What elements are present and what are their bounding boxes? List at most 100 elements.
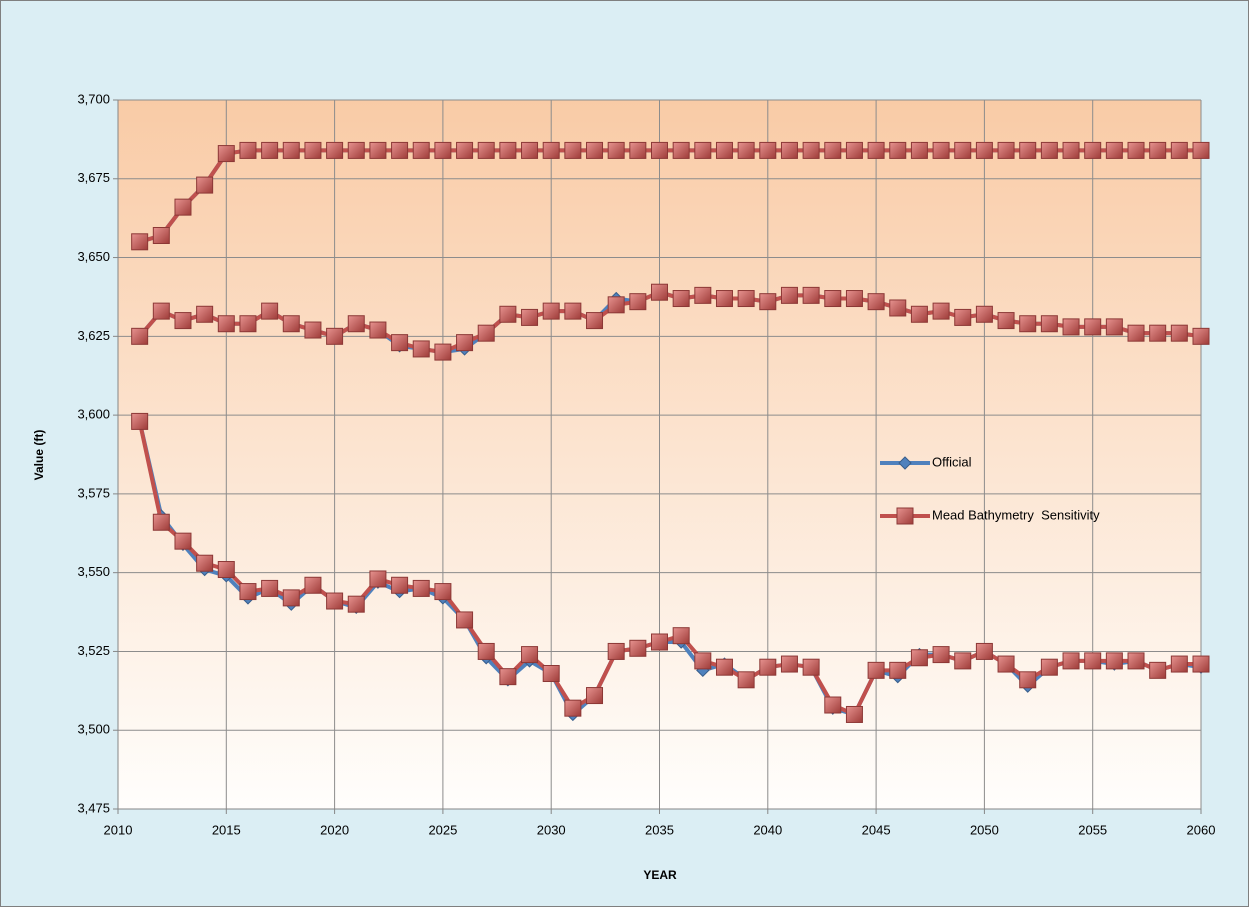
x-tick-label: 2055 xyxy=(1078,822,1107,837)
data-point xyxy=(1084,652,1102,670)
data-point xyxy=(1170,655,1188,673)
data-point xyxy=(1105,318,1123,336)
data-point xyxy=(651,633,668,651)
y-tick-label: 3,500 xyxy=(77,722,110,737)
data-point xyxy=(629,293,647,311)
x-tick-label: 2060 xyxy=(1187,822,1216,837)
data-point xyxy=(824,141,842,159)
data-point xyxy=(564,302,582,320)
data-point xyxy=(694,141,712,159)
data-point xyxy=(780,141,798,159)
legend-marker xyxy=(898,456,912,470)
data-point xyxy=(932,302,950,320)
data-point xyxy=(651,141,668,159)
data-point xyxy=(845,705,863,723)
data-point xyxy=(196,305,214,323)
data-point xyxy=(477,642,495,660)
data-point xyxy=(867,141,885,159)
x-tick-label: 2025 xyxy=(428,822,457,837)
y-tick-label: 3,625 xyxy=(77,328,110,343)
data-point xyxy=(282,141,300,159)
y-tick-label: 3,650 xyxy=(77,249,110,264)
data-point xyxy=(586,141,604,159)
data-point xyxy=(196,176,214,194)
data-point xyxy=(802,141,820,159)
data-point xyxy=(152,513,170,531)
data-point xyxy=(369,141,387,159)
data-point xyxy=(347,315,365,333)
data-point xyxy=(326,592,344,610)
data-point xyxy=(434,343,452,361)
data-point xyxy=(1192,655,1210,673)
data-point xyxy=(131,233,149,251)
data-point xyxy=(607,642,625,660)
data-point xyxy=(542,141,560,159)
data-point xyxy=(607,141,625,159)
data-point xyxy=(824,696,842,714)
x-tick-label: 2050 xyxy=(970,822,999,837)
data-point xyxy=(521,646,539,664)
data-point xyxy=(261,579,279,597)
data-point xyxy=(672,141,690,159)
data-point xyxy=(889,661,907,679)
data-point xyxy=(715,290,733,308)
data-point xyxy=(1084,141,1102,159)
data-point xyxy=(954,141,972,159)
data-point xyxy=(694,286,712,304)
data-point xyxy=(196,554,214,572)
data-point xyxy=(174,532,192,550)
x-tick-label: 2030 xyxy=(537,822,566,837)
x-axis-title: YEAR xyxy=(643,868,677,882)
x-tick-label: 2015 xyxy=(212,822,241,837)
data-point xyxy=(477,141,495,159)
data-point xyxy=(867,661,885,679)
data-point xyxy=(347,595,365,613)
data-point xyxy=(694,652,712,670)
data-point xyxy=(780,655,798,673)
data-point xyxy=(737,141,755,159)
data-point xyxy=(629,639,647,657)
y-tick-label: 3,525 xyxy=(77,643,110,658)
data-point xyxy=(217,145,235,163)
data-point xyxy=(261,302,279,320)
data-point xyxy=(542,665,560,683)
data-point xyxy=(1062,318,1080,336)
data-point xyxy=(1019,315,1037,333)
data-point xyxy=(456,141,474,159)
x-tick-label: 2045 xyxy=(862,822,891,837)
data-point xyxy=(1127,324,1145,342)
data-point xyxy=(759,141,777,159)
data-point xyxy=(715,658,733,676)
data-point xyxy=(932,646,950,664)
data-point xyxy=(477,324,495,342)
data-point xyxy=(1192,141,1210,159)
data-point xyxy=(910,141,928,159)
data-point xyxy=(1105,141,1123,159)
data-point xyxy=(1149,141,1167,159)
data-point xyxy=(824,290,842,308)
data-point xyxy=(1040,658,1058,676)
data-point xyxy=(347,141,365,159)
x-tick-label: 2035 xyxy=(645,822,674,837)
data-point xyxy=(975,141,993,159)
y-tick-label: 3,600 xyxy=(77,407,110,422)
data-point xyxy=(845,290,863,308)
data-point xyxy=(1105,652,1123,670)
data-point xyxy=(737,671,755,689)
data-point xyxy=(780,286,798,304)
data-point xyxy=(326,327,344,345)
data-point xyxy=(542,302,560,320)
data-point xyxy=(932,141,950,159)
data-point xyxy=(1127,652,1145,670)
data-point xyxy=(1062,141,1080,159)
data-point xyxy=(499,668,517,686)
x-tick-label: 2040 xyxy=(753,822,782,837)
data-point xyxy=(586,312,604,330)
data-point xyxy=(997,312,1015,330)
data-point xyxy=(304,141,322,159)
x-tick-label: 2020 xyxy=(320,822,349,837)
data-point xyxy=(282,589,300,607)
data-point xyxy=(131,327,149,345)
y-tick-label: 3,700 xyxy=(77,91,110,106)
